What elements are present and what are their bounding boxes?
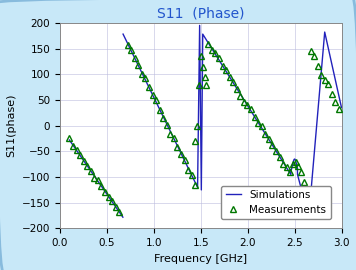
Measurements	[337, 108, 341, 111]
Simulations	[339, 106, 344, 109]
Measurements	[67, 137, 72, 140]
Simulations	[322, 34, 326, 38]
Legend: Simulations, Measurements: Simulations, Measurements	[221, 185, 331, 219]
Simulations	[246, 105, 250, 108]
Line: Measurements: Measurements	[66, 40, 342, 215]
Measurements	[315, 64, 320, 68]
Measurements	[117, 211, 121, 214]
Simulations	[269, 142, 274, 146]
Simulations	[74, 148, 79, 152]
Measurements	[242, 100, 246, 103]
Measurements	[305, 196, 309, 199]
Measurements	[293, 160, 298, 163]
Simulations	[67, 139, 72, 142]
Simulations	[107, 196, 111, 199]
Measurements	[274, 149, 278, 153]
Line: Simulations: Simulations	[69, 25, 341, 217]
Measurements	[206, 42, 210, 45]
Simulations	[241, 97, 246, 101]
Measurements	[220, 64, 225, 68]
Title: S11  (Phase): S11 (Phase)	[157, 6, 245, 20]
Y-axis label: S11(phase): S11(phase)	[6, 94, 16, 157]
X-axis label: Frequency [GHz]: Frequency [GHz]	[154, 254, 247, 264]
